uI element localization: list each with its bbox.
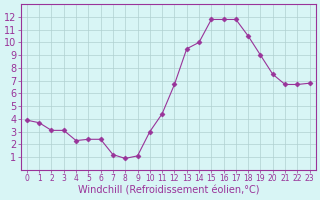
X-axis label: Windchill (Refroidissement éolien,°C): Windchill (Refroidissement éolien,°C) (77, 186, 259, 196)
